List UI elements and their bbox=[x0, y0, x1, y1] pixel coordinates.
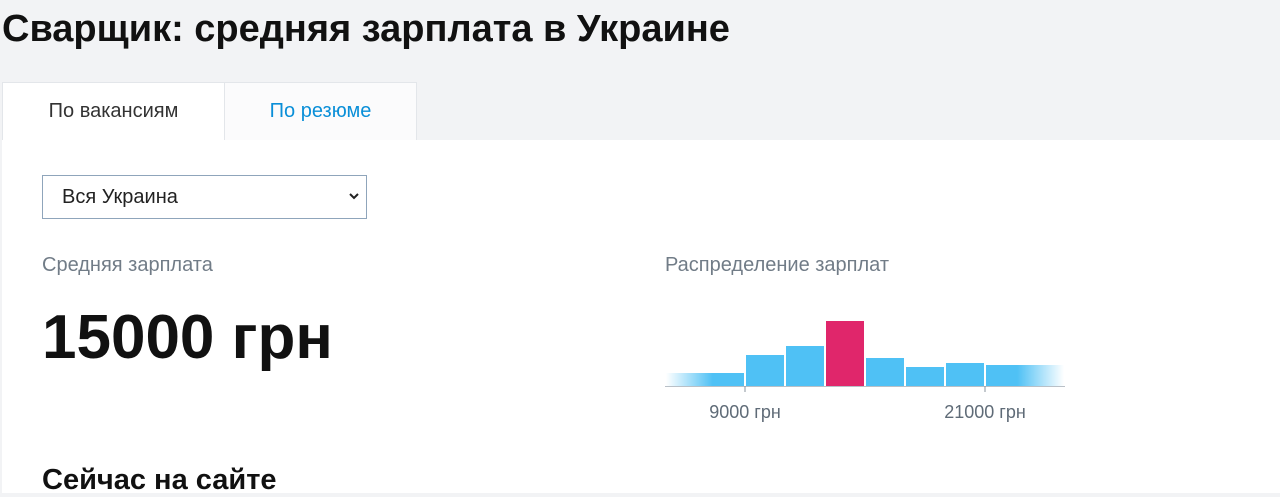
bar-fade bbox=[986, 365, 1064, 386]
bar bbox=[746, 355, 784, 386]
bar bbox=[826, 321, 864, 386]
bar bbox=[906, 367, 944, 386]
select-value: Вся Украина bbox=[62, 186, 178, 208]
chart-title: Распределение зарплат bbox=[665, 254, 890, 276]
bar bbox=[786, 346, 824, 386]
x-tick-label: 9000 грн bbox=[709, 402, 781, 422]
histogram: 9000 грн 21000 грн bbox=[665, 321, 1065, 422]
region-select[interactable]: Вся Украина bbox=[42, 175, 367, 219]
bar bbox=[946, 363, 984, 386]
x-tick-label: 21000 грн bbox=[944, 402, 1026, 422]
bar bbox=[866, 358, 904, 386]
bar-fade bbox=[666, 373, 744, 386]
average-label: Средняя зарплата bbox=[42, 254, 213, 276]
tab[interactable]: По вакансиям bbox=[2, 82, 225, 140]
page-title: Сварщик: средняя зарплата в Украине bbox=[2, 8, 730, 50]
average-value: 15000 грн bbox=[42, 303, 333, 372]
dropdown-arrow bbox=[349, 193, 359, 200]
tab[interactable]: По резюме bbox=[224, 82, 417, 140]
section-title: Сейчас на сайте bbox=[42, 464, 277, 496]
